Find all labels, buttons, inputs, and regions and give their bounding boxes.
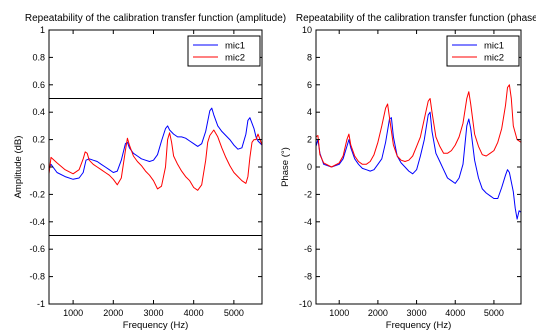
phase-x-tick-label: 2000 [368,308,388,318]
amplitude-y-ticks: -1 -0.8 -0.6 -0.4 -0.2 0 0.2 0.4 0.6 0.8 1 [29,25,262,309]
amplitude-reference-lines [49,98,262,236]
phase-x-ticks: 1000 2000 3000 4000 5000 [329,30,504,318]
amplitude-plot-area [49,30,262,304]
phase-y-axis-label: Phase (°) [280,147,291,187]
amplitude-legend-label-mic1: mic1 [225,41,245,52]
phase-x-axis-label: Frequency (Hz) [386,320,451,331]
phase-y-tick-label: -2 [304,189,312,199]
amplitude-x-tick-label: 5000 [224,308,244,318]
amplitude-series-line-mic1 [48,107,263,180]
amplitude-x-ticks: 1000 2000 3000 4000 5000 [63,30,244,318]
amplitude-y-tick-label: -0.8 [29,272,45,282]
phase-plot-area [316,30,521,304]
amplitude-y-tick-label: 0.6 [32,80,45,90]
phase-y-tick-label: -4 [304,217,312,227]
phase-y-tick-label: 4 [307,107,312,117]
phase-chart-title: Repeatability of the calibration transfe… [296,13,536,24]
phase-y-tick-label: 8 [307,52,312,62]
amplitude-x-tick-label: 3000 [143,308,163,318]
amplitude-chart-title: Repeatability of the calibration transfe… [25,13,286,24]
phase-y-tick-label: -10 [299,299,312,309]
amplitude-series [48,107,263,191]
phase-x-tick-label: 5000 [484,308,504,318]
phase-x-tick-label: 4000 [445,308,465,318]
amplitude-x-tick-label: 1000 [63,308,83,318]
amplitude-x-axis-label: Frequency (Hz) [123,320,188,331]
amplitude-x-tick-label: 2000 [103,308,123,318]
phase-series-line-mic1 [315,111,522,220]
phase-legend-label-mic2: mic2 [484,53,504,64]
phase-y-ticks: -10 -8 -6 -4 -2 0 2 4 6 8 10 [299,25,521,309]
phase-chart: 1000 2000 3000 4000 5000 -10-8-6-4-20246810 … [280,13,536,331]
phase-x-tick-label: 1000 [329,308,349,318]
amplitude-y-axis-label: Amplitude (dB) [13,136,24,199]
amplitude-chart: 1000 2000 3000 4000 5000 -1 -0.8 -0.6 -0.4 -0.2 0… [13,13,286,331]
amplitude-series-line-mic2 [48,129,263,191]
phase-x-tick-label: 3000 [407,308,427,318]
amplitude-y-tick-label: 0.2 [32,135,45,145]
amplitude-y-tick-label: -1 [37,299,45,309]
phase-y-tick-label: 10 [302,25,312,35]
amplitude-legend-box [187,35,261,67]
amplitude-x-tick-label: 4000 [184,308,204,318]
phase-y-tick-label: 0 [307,162,312,172]
amplitude-y-tick-label: 0.8 [32,52,45,62]
amplitude-legend-label-mic2: mic2 [225,53,245,64]
phase-y-tick-label: 2 [307,135,312,145]
amplitude-y-tick-label: 0 [40,162,45,172]
amplitude-y-tick-label: 1 [40,25,45,35]
phase-y-tick-label: -6 [304,244,312,254]
phase-series [315,84,522,220]
amplitude-y-tick-label: -0.6 [29,244,45,254]
amplitude-y-tick-label: 0.4 [32,107,45,117]
phase-y-tick-label: -8 [304,272,312,282]
phase-legend-label-mic1: mic1 [484,41,504,52]
phase-series-line-mic2 [315,84,522,168]
amplitude-y-tick-label: -0.2 [29,189,45,199]
amplitude-y-tick-label: -0.4 [29,217,45,227]
phase-y-tick-label: 6 [307,80,312,90]
phase-legend-box [446,35,520,67]
